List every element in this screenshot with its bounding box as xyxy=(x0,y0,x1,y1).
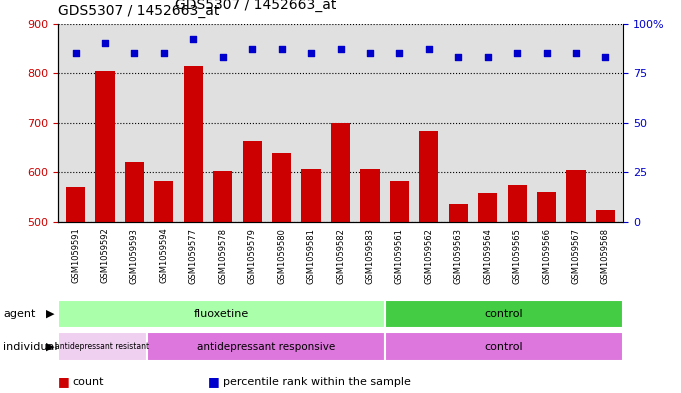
Text: antidepressant resistant: antidepressant resistant xyxy=(55,342,150,351)
Text: GSM1059564: GSM1059564 xyxy=(484,228,492,283)
Bar xyxy=(419,131,439,222)
Text: control: control xyxy=(485,342,524,352)
Bar xyxy=(331,123,350,222)
Text: GDS5307 / 1452663_at: GDS5307 / 1452663_at xyxy=(58,4,219,18)
Text: GSM1059567: GSM1059567 xyxy=(571,228,580,284)
Text: GSM1059563: GSM1059563 xyxy=(454,228,463,284)
Text: ■: ■ xyxy=(208,375,219,389)
Point xyxy=(600,54,611,61)
Point xyxy=(511,50,522,57)
Text: GSM1059580: GSM1059580 xyxy=(277,228,286,283)
Bar xyxy=(272,152,291,222)
Text: GSM1059591: GSM1059591 xyxy=(71,228,80,283)
Point xyxy=(541,50,552,57)
Text: GSM1059562: GSM1059562 xyxy=(424,228,433,283)
Text: fluoxetine: fluoxetine xyxy=(194,309,249,319)
Bar xyxy=(184,66,203,222)
Text: ■: ■ xyxy=(58,375,69,389)
Bar xyxy=(596,209,615,222)
Bar xyxy=(537,192,556,222)
Bar xyxy=(66,187,85,222)
Point xyxy=(482,54,493,61)
Text: antidepressant responsive: antidepressant responsive xyxy=(197,342,335,352)
Point xyxy=(424,46,434,53)
Bar xyxy=(507,185,526,222)
Text: GSM1059561: GSM1059561 xyxy=(395,228,404,283)
Text: GSM1059566: GSM1059566 xyxy=(542,228,551,284)
Bar xyxy=(449,204,468,222)
Text: GSM1059594: GSM1059594 xyxy=(159,228,168,283)
Text: GSM1059568: GSM1059568 xyxy=(601,228,610,284)
Point xyxy=(99,40,110,46)
Point xyxy=(247,46,257,53)
Text: GSM1059579: GSM1059579 xyxy=(248,228,257,283)
Point xyxy=(217,54,228,61)
Bar xyxy=(385,332,623,361)
Bar xyxy=(58,332,147,361)
Text: GSM1059581: GSM1059581 xyxy=(306,228,315,283)
Point xyxy=(571,50,582,57)
Point xyxy=(306,50,317,57)
Text: GSM1059583: GSM1059583 xyxy=(366,228,375,284)
Text: ▶: ▶ xyxy=(46,342,54,352)
Point xyxy=(335,46,346,53)
Bar xyxy=(155,181,174,222)
Point xyxy=(159,50,170,57)
Point xyxy=(276,46,287,53)
Bar xyxy=(478,193,497,222)
Point xyxy=(70,50,81,57)
Text: GSM1059565: GSM1059565 xyxy=(513,228,522,283)
Bar xyxy=(147,332,385,361)
Text: GSM1059593: GSM1059593 xyxy=(130,228,139,283)
Text: agent: agent xyxy=(3,309,36,319)
Bar xyxy=(58,300,385,328)
Bar xyxy=(242,141,262,222)
Bar xyxy=(390,181,409,222)
Text: GSM1059592: GSM1059592 xyxy=(101,228,110,283)
Bar xyxy=(213,171,232,222)
Bar xyxy=(567,170,586,222)
Bar xyxy=(125,162,144,222)
Point xyxy=(129,50,140,57)
Point xyxy=(188,36,199,42)
Bar xyxy=(360,169,379,222)
Text: GSM1059582: GSM1059582 xyxy=(336,228,345,283)
Point xyxy=(394,50,405,57)
Text: count: count xyxy=(73,377,104,387)
Bar xyxy=(95,71,114,222)
Text: individual: individual xyxy=(3,342,58,352)
Text: GDS5307 / 1452663_at: GDS5307 / 1452663_at xyxy=(175,0,336,12)
Text: GSM1059577: GSM1059577 xyxy=(189,228,197,284)
Point xyxy=(453,54,464,61)
Point xyxy=(364,50,375,57)
Bar xyxy=(302,169,321,222)
Text: percentile rank within the sample: percentile rank within the sample xyxy=(223,377,411,387)
Text: GSM1059578: GSM1059578 xyxy=(218,228,227,284)
Text: control: control xyxy=(485,309,524,319)
Bar xyxy=(385,300,623,328)
Text: ▶: ▶ xyxy=(46,309,54,319)
